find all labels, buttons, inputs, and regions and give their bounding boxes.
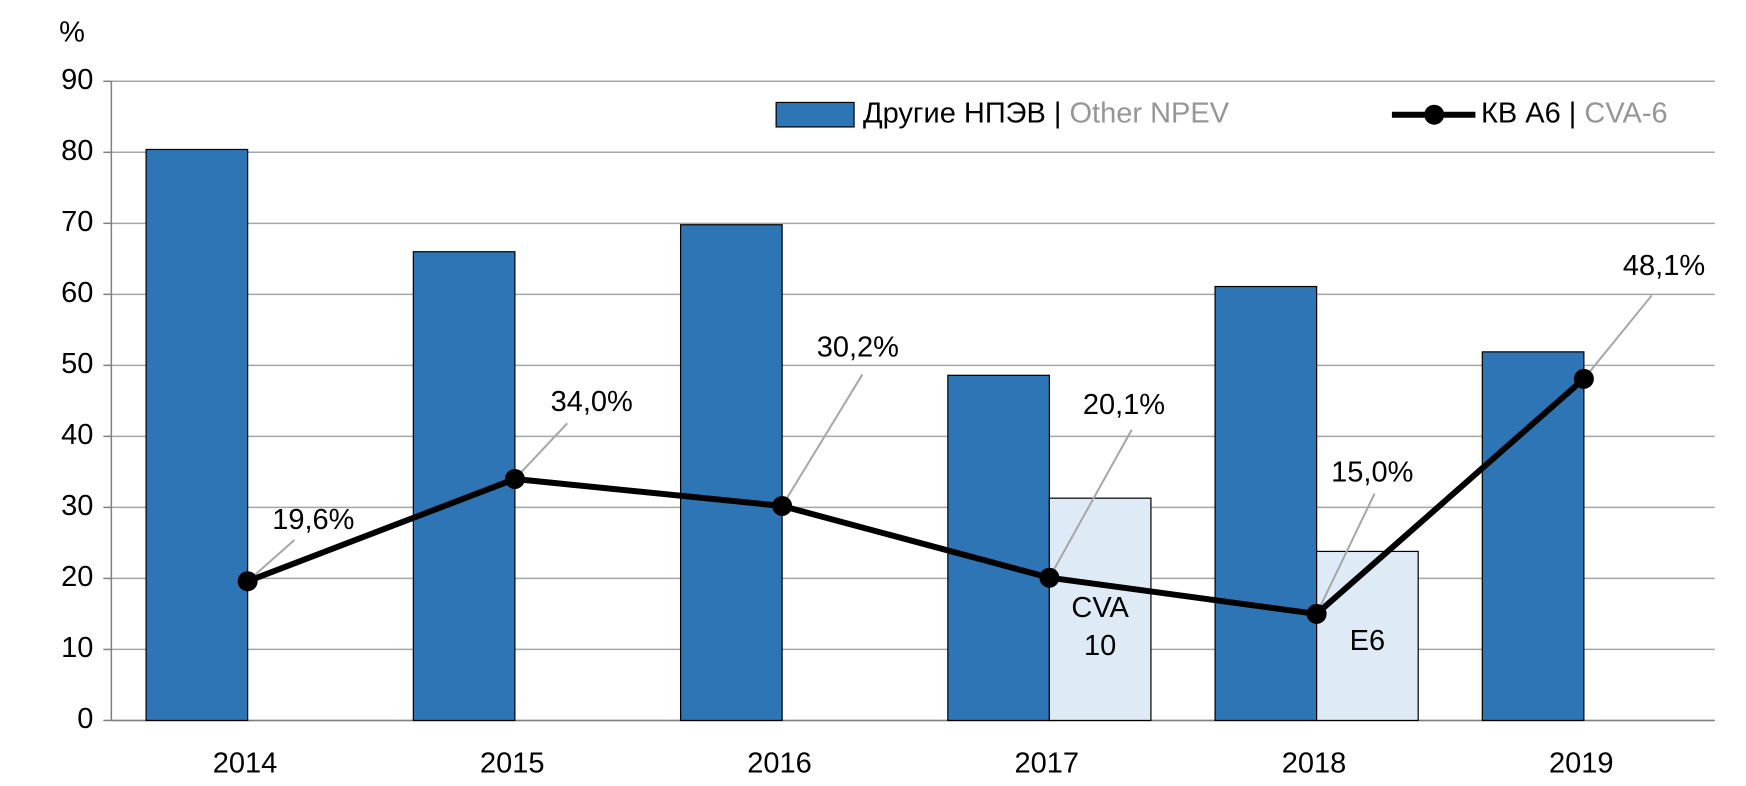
- y-tick-label: 30: [61, 490, 93, 522]
- line-point: [772, 495, 793, 516]
- legend-label: КВ А6 | CVA-6: [1481, 97, 1668, 129]
- y-tick-label: 20: [61, 561, 93, 593]
- x-tick-label: 2017: [1014, 748, 1079, 780]
- data-label: 15,0%: [1331, 456, 1413, 488]
- y-tick-label: 60: [61, 277, 93, 309]
- bar: [1481, 351, 1585, 722]
- x-tick-label: 2019: [1549, 748, 1614, 780]
- bar-label: CVA 10: [1071, 592, 1129, 662]
- line-point: [1573, 368, 1594, 389]
- x-tick-label: 2016: [747, 748, 812, 780]
- bar: [145, 148, 249, 722]
- line-point: [237, 571, 258, 592]
- leader-line: [781, 374, 864, 507]
- x-tick-label: 2018: [1282, 748, 1347, 780]
- data-label: 34,0%: [551, 386, 633, 418]
- x-tick-label: 2015: [480, 748, 545, 780]
- line-point: [504, 468, 525, 489]
- line: [246, 376, 1586, 617]
- y-tick-label: 0: [77, 703, 93, 735]
- leader-line: [1048, 429, 1133, 579]
- bar: [947, 374, 1050, 722]
- legend-swatch: [1424, 104, 1445, 125]
- y-tick-label: 90: [61, 64, 93, 96]
- bar: [1048, 497, 1152, 722]
- leader-line: [514, 422, 568, 480]
- leader-line: [1583, 294, 1653, 380]
- y-tick-label: 10: [61, 632, 93, 664]
- legend-label-part: Другие НПЭВ |: [863, 97, 1061, 129]
- bar-label-line: 10: [1084, 630, 1116, 662]
- legend-label-part: Other NPEV: [1061, 97, 1229, 129]
- bar: [679, 224, 783, 722]
- leader-line: [246, 539, 296, 583]
- legend-label-part: КВ А6 |: [1481, 97, 1576, 129]
- data-label: 19,6%: [272, 504, 354, 536]
- y-tick-label: 70: [61, 206, 93, 238]
- x-tick-label: 2014: [213, 748, 278, 780]
- data-label: 48,1%: [1623, 250, 1705, 282]
- legend-label: Другие НПЭВ | Other NPEV: [863, 97, 1230, 129]
- data-label: 20,1%: [1083, 389, 1165, 421]
- y-tick-label: 50: [61, 348, 93, 380]
- bar-label: E6: [1350, 625, 1385, 657]
- y-axis-label: %: [59, 17, 85, 49]
- bar: [1214, 285, 1318, 722]
- line-point: [1306, 603, 1327, 624]
- legend-swatch: [775, 101, 855, 128]
- y-tick-label: 40: [61, 419, 93, 451]
- leader-line: [1315, 493, 1376, 615]
- legend-label-part: CVA-6: [1576, 97, 1667, 129]
- y-tick-label: 80: [61, 135, 93, 167]
- line-point: [1039, 567, 1060, 588]
- data-label: 30,2%: [817, 332, 899, 364]
- bar-label-line: CVA: [1071, 592, 1129, 624]
